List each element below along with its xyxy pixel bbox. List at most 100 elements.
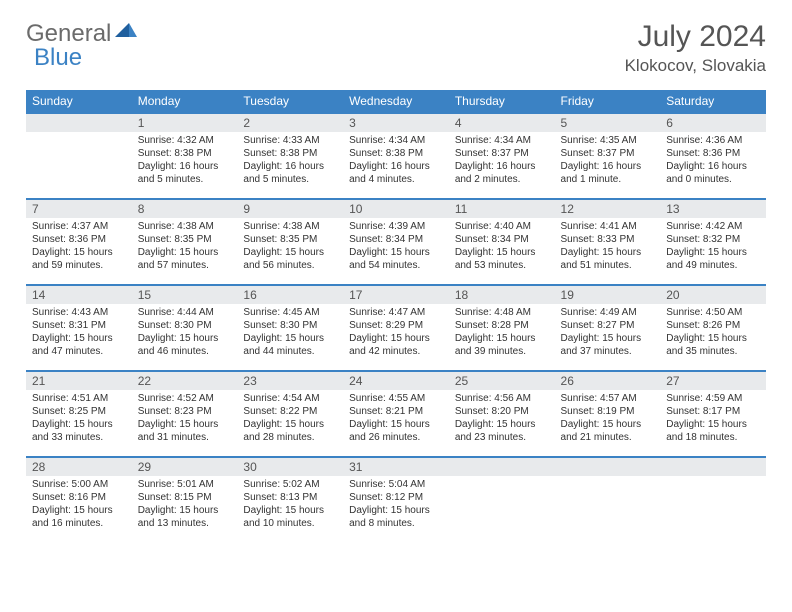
day-details: Sunrise: 4:48 AMSunset: 8:28 PMDaylight:…: [449, 304, 555, 362]
calendar-body: 1Sunrise: 4:32 AMSunset: 8:38 PMDaylight…: [26, 113, 766, 543]
day-number: 15: [132, 286, 238, 304]
day-number: 26: [555, 372, 661, 390]
day-number: 5: [555, 114, 661, 132]
calendar-cell: 25Sunrise: 4:56 AMSunset: 8:20 PMDayligh…: [449, 371, 555, 457]
day-details: Sunrise: 4:37 AMSunset: 8:36 PMDaylight:…: [26, 218, 132, 276]
day-details: Sunrise: 4:41 AMSunset: 8:33 PMDaylight:…: [555, 218, 661, 276]
day-details: Sunrise: 4:49 AMSunset: 8:27 PMDaylight:…: [555, 304, 661, 362]
header: General July 2024 Klokocov, Slovakia: [26, 20, 766, 76]
calendar-cell: [26, 113, 132, 199]
day-number: 18: [449, 286, 555, 304]
day-number: 16: [237, 286, 343, 304]
calendar-cell: 26Sunrise: 4:57 AMSunset: 8:19 PMDayligh…: [555, 371, 661, 457]
day-details: Sunrise: 4:40 AMSunset: 8:34 PMDaylight:…: [449, 218, 555, 276]
day-number: 7: [26, 200, 132, 218]
day-number: 21: [26, 372, 132, 390]
day-details: Sunrise: 4:43 AMSunset: 8:31 PMDaylight:…: [26, 304, 132, 362]
day-details: Sunrise: 4:38 AMSunset: 8:35 PMDaylight:…: [237, 218, 343, 276]
weekday-header: Sunday: [26, 90, 132, 113]
calendar-header-row: SundayMondayTuesdayWednesdayThursdayFrid…: [26, 90, 766, 113]
weekday-header: Tuesday: [237, 90, 343, 113]
title-block: July 2024 Klokocov, Slovakia: [625, 20, 766, 76]
day-number: 12: [555, 200, 661, 218]
calendar-cell: 3Sunrise: 4:34 AMSunset: 8:38 PMDaylight…: [343, 113, 449, 199]
day-number: 29: [132, 458, 238, 476]
day-details: Sunrise: 5:04 AMSunset: 8:12 PMDaylight:…: [343, 476, 449, 534]
day-number: 14: [26, 286, 132, 304]
calendar-cell: [449, 457, 555, 543]
calendar-cell: 27Sunrise: 4:59 AMSunset: 8:17 PMDayligh…: [660, 371, 766, 457]
calendar-cell: 14Sunrise: 4:43 AMSunset: 8:31 PMDayligh…: [26, 285, 132, 371]
day-number: 17: [343, 286, 449, 304]
day-number: 20: [660, 286, 766, 304]
calendar-cell: 23Sunrise: 4:54 AMSunset: 8:22 PMDayligh…: [237, 371, 343, 457]
day-details: Sunrise: 4:36 AMSunset: 8:36 PMDaylight:…: [660, 132, 766, 190]
day-number: 10: [343, 200, 449, 218]
day-number: 25: [449, 372, 555, 390]
day-number: 6: [660, 114, 766, 132]
day-number: 4: [449, 114, 555, 132]
calendar-cell: 22Sunrise: 4:52 AMSunset: 8:23 PMDayligh…: [132, 371, 238, 457]
day-number: 11: [449, 200, 555, 218]
day-number: 27: [660, 372, 766, 390]
calendar-cell: 4Sunrise: 4:34 AMSunset: 8:37 PMDaylight…: [449, 113, 555, 199]
weekday-header: Wednesday: [343, 90, 449, 113]
day-details: Sunrise: 4:32 AMSunset: 8:38 PMDaylight:…: [132, 132, 238, 190]
day-number-empty: [26, 114, 132, 132]
day-details: Sunrise: 4:47 AMSunset: 8:29 PMDaylight:…: [343, 304, 449, 362]
calendar-cell: 31Sunrise: 5:04 AMSunset: 8:12 PMDayligh…: [343, 457, 449, 543]
day-details: Sunrise: 4:45 AMSunset: 8:30 PMDaylight:…: [237, 304, 343, 362]
day-details: Sunrise: 4:44 AMSunset: 8:30 PMDaylight:…: [132, 304, 238, 362]
calendar-cell: 15Sunrise: 4:44 AMSunset: 8:30 PMDayligh…: [132, 285, 238, 371]
day-details: Sunrise: 4:42 AMSunset: 8:32 PMDaylight:…: [660, 218, 766, 276]
calendar-cell: 5Sunrise: 4:35 AMSunset: 8:37 PMDaylight…: [555, 113, 661, 199]
calendar-cell: 28Sunrise: 5:00 AMSunset: 8:16 PMDayligh…: [26, 457, 132, 543]
weekday-header: Saturday: [660, 90, 766, 113]
calendar-cell: 12Sunrise: 4:41 AMSunset: 8:33 PMDayligh…: [555, 199, 661, 285]
day-number-empty: [555, 458, 661, 476]
logo-mark-icon: [115, 20, 137, 48]
calendar-cell: [660, 457, 766, 543]
calendar-cell: 19Sunrise: 4:49 AMSunset: 8:27 PMDayligh…: [555, 285, 661, 371]
weekday-header: Monday: [132, 90, 238, 113]
day-number: 8: [132, 200, 238, 218]
weekday-header: Thursday: [449, 90, 555, 113]
location: Klokocov, Slovakia: [625, 56, 766, 76]
day-details: Sunrise: 4:52 AMSunset: 8:23 PMDaylight:…: [132, 390, 238, 448]
calendar-cell: 17Sunrise: 4:47 AMSunset: 8:29 PMDayligh…: [343, 285, 449, 371]
day-details: Sunrise: 5:02 AMSunset: 8:13 PMDaylight:…: [237, 476, 343, 534]
day-number-empty: [660, 458, 766, 476]
day-number: 13: [660, 200, 766, 218]
month-title: July 2024: [625, 20, 766, 54]
day-number-empty: [449, 458, 555, 476]
day-number: 3: [343, 114, 449, 132]
day-details: Sunrise: 4:55 AMSunset: 8:21 PMDaylight:…: [343, 390, 449, 448]
calendar-cell: 6Sunrise: 4:36 AMSunset: 8:36 PMDaylight…: [660, 113, 766, 199]
day-details: Sunrise: 4:54 AMSunset: 8:22 PMDaylight:…: [237, 390, 343, 448]
weekday-header: Friday: [555, 90, 661, 113]
day-details: Sunrise: 4:50 AMSunset: 8:26 PMDaylight:…: [660, 304, 766, 362]
calendar-table: SundayMondayTuesdayWednesdayThursdayFrid…: [26, 90, 766, 543]
calendar-cell: 18Sunrise: 4:48 AMSunset: 8:28 PMDayligh…: [449, 285, 555, 371]
day-details: Sunrise: 4:38 AMSunset: 8:35 PMDaylight:…: [132, 218, 238, 276]
day-number: 2: [237, 114, 343, 132]
day-details: Sunrise: 5:00 AMSunset: 8:16 PMDaylight:…: [26, 476, 132, 534]
calendar-cell: 29Sunrise: 5:01 AMSunset: 8:15 PMDayligh…: [132, 457, 238, 543]
day-details: Sunrise: 4:34 AMSunset: 8:38 PMDaylight:…: [343, 132, 449, 190]
calendar-cell: 21Sunrise: 4:51 AMSunset: 8:25 PMDayligh…: [26, 371, 132, 457]
calendar-cell: 7Sunrise: 4:37 AMSunset: 8:36 PMDaylight…: [26, 199, 132, 285]
calendar-cell: 13Sunrise: 4:42 AMSunset: 8:32 PMDayligh…: [660, 199, 766, 285]
calendar-cell: 8Sunrise: 4:38 AMSunset: 8:35 PMDaylight…: [132, 199, 238, 285]
day-number: 23: [237, 372, 343, 390]
calendar-cell: 9Sunrise: 4:38 AMSunset: 8:35 PMDaylight…: [237, 199, 343, 285]
day-number: 30: [237, 458, 343, 476]
day-number: 19: [555, 286, 661, 304]
day-details: Sunrise: 4:39 AMSunset: 8:34 PMDaylight:…: [343, 218, 449, 276]
day-details: Sunrise: 4:59 AMSunset: 8:17 PMDaylight:…: [660, 390, 766, 448]
calendar-cell: 24Sunrise: 4:55 AMSunset: 8:21 PMDayligh…: [343, 371, 449, 457]
day-number: 22: [132, 372, 238, 390]
day-number: 28: [26, 458, 132, 476]
day-details: Sunrise: 4:57 AMSunset: 8:19 PMDaylight:…: [555, 390, 661, 448]
calendar-cell: 1Sunrise: 4:32 AMSunset: 8:38 PMDaylight…: [132, 113, 238, 199]
day-details: Sunrise: 4:33 AMSunset: 8:38 PMDaylight:…: [237, 132, 343, 190]
